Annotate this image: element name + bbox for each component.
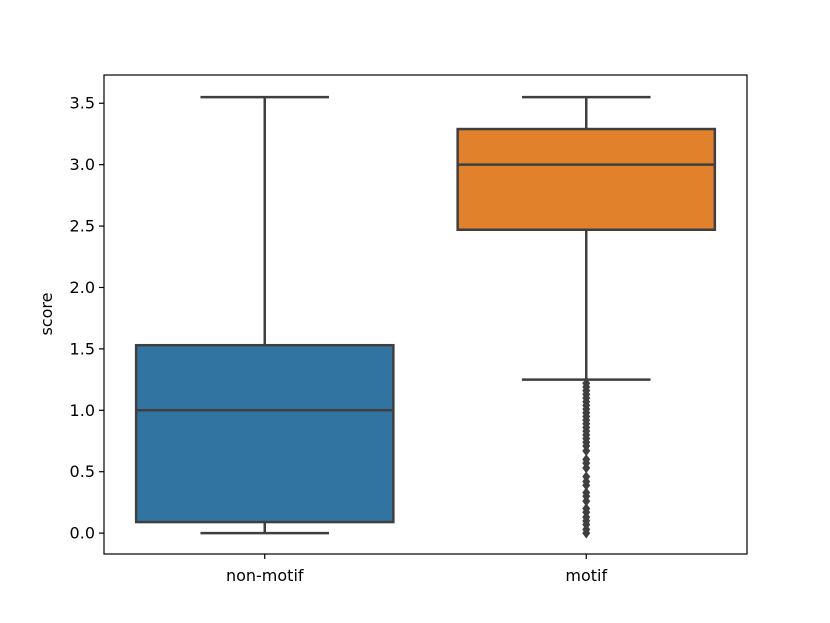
y-tick-label: 3.0 (70, 155, 95, 174)
plot-frame (103, 74, 748, 555)
y-tick-label: 3.5 (70, 94, 95, 113)
y-tick-label: 1.5 (70, 339, 95, 358)
box-non-motif (134, 95, 395, 535)
y-tick-label: 0.0 (70, 524, 95, 543)
y-tick-label: 2.5 (70, 217, 95, 236)
x-tick-label: non-motif (226, 566, 304, 585)
y-tick-label: 1.0 (70, 401, 95, 420)
iqr-box (456, 127, 717, 232)
y-axis-label: score (37, 293, 56, 336)
iqr-box (134, 343, 395, 524)
plot-layer (134, 95, 717, 539)
y-axis: 0.0 0.5 1.0 1.5 2.0 2.5 3.0 3.5 (70, 94, 104, 543)
y-tick-label: 0.5 (70, 462, 95, 481)
x-tick-label: motif (565, 566, 607, 585)
x-axis: non-motif motif (226, 554, 607, 585)
outlier-point (582, 527, 591, 539)
box-motif (456, 95, 717, 539)
y-tick-label: 2.0 (70, 278, 95, 297)
